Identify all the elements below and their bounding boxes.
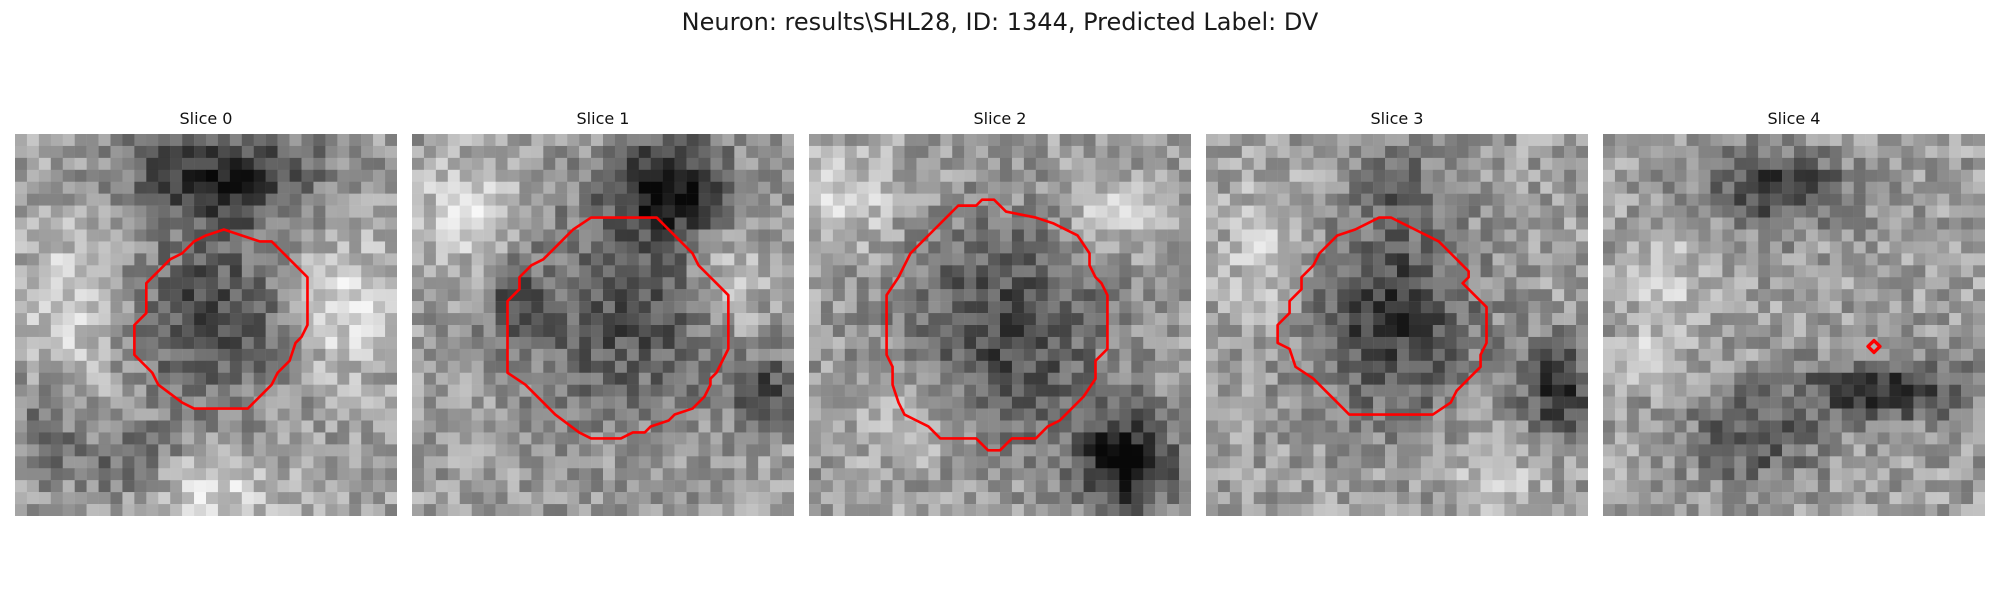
neuron-contour-0 xyxy=(133,228,309,410)
slice-title-1: Slice 1 xyxy=(576,109,630,128)
slice-panel-2: Slice 2 xyxy=(809,108,1191,520)
neuron-contour-1 xyxy=(506,216,730,440)
slice-panel-3: Slice 3 xyxy=(1206,108,1588,520)
slice-panel-0: Slice 0 xyxy=(15,108,397,520)
figure-title: Neuron: results\SHL28, ID: 1344, Predict… xyxy=(681,8,1319,36)
slice-image-0 xyxy=(15,134,397,516)
neuron-contour-3 xyxy=(1276,216,1488,416)
slice-panel-4: Slice 4 xyxy=(1603,108,1985,520)
slice-title-3: Slice 3 xyxy=(1370,109,1424,128)
slice-title-2: Slice 2 xyxy=(973,109,1027,128)
slice-image-3 xyxy=(1206,134,1588,516)
slice-panel-1: Slice 1 xyxy=(412,108,794,520)
slice-image-2 xyxy=(809,134,1191,516)
neuron-contour-4 xyxy=(1866,338,1882,355)
slice-title-4: Slice 4 xyxy=(1767,109,1821,128)
slice-title-0: Slice 0 xyxy=(179,109,233,128)
slice-image-4 xyxy=(1603,134,1985,516)
slice-image-1 xyxy=(412,134,794,516)
neuron-contour-2 xyxy=(885,198,1109,452)
